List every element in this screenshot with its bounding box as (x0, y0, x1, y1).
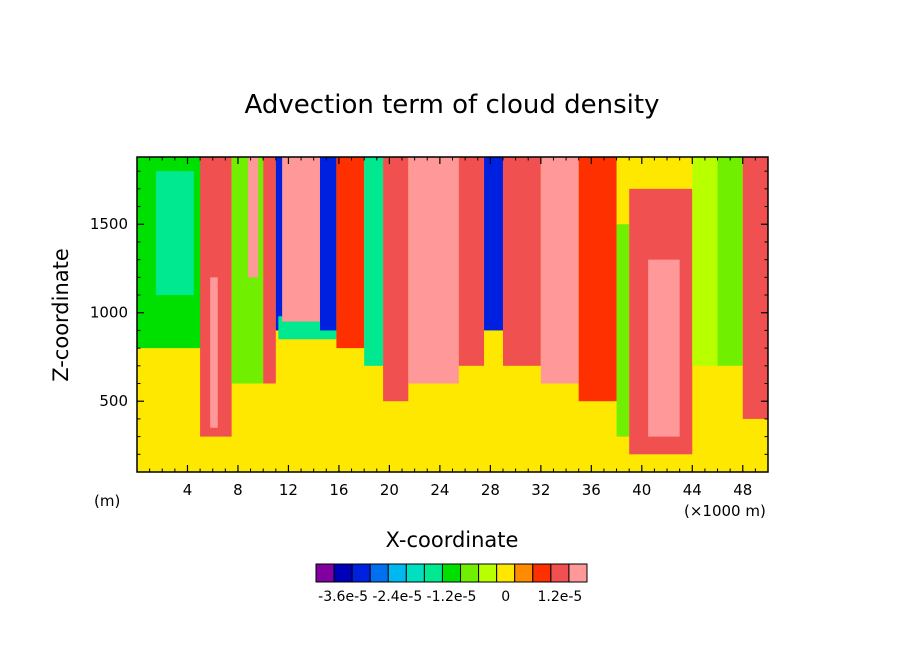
field-region-3 (155, 171, 194, 296)
field-region-27 (742, 157, 768, 419)
colorbar-swatch (550, 563, 570, 583)
colorbar-swatch (387, 563, 407, 583)
colorbar-swatch (441, 563, 462, 583)
field-region-17 (458, 157, 485, 366)
colorbar-swatch (532, 563, 552, 583)
colorbar-swatch (514, 563, 534, 583)
field-region-6 (231, 157, 264, 384)
y-axis-unit: (m) (94, 492, 120, 510)
colorbar-label: -1.2e-5 (427, 589, 477, 605)
field-region-15 (383, 157, 409, 402)
y-tick-label: 500 (99, 392, 128, 410)
colorbar-label: -3.6e-5 (318, 589, 368, 605)
colorbar-swatch (315, 563, 335, 583)
field-region-25 (692, 157, 718, 366)
y-axis: 500 1000 1500 (90, 170, 768, 455)
x-tick-label: 48 (733, 481, 752, 499)
field-region-5 (210, 277, 218, 428)
colorbar-label: 1.2e-5 (537, 589, 582, 605)
x-tick-label: 24 (430, 481, 449, 499)
field-region-24 (648, 259, 680, 437)
colorbar-swatch (333, 563, 353, 583)
y-tick-label: 1500 (90, 215, 128, 233)
field-region-22 (616, 224, 630, 437)
field-region-21 (578, 157, 617, 402)
field-region-20 (540, 157, 579, 384)
colorbar-swatch (423, 563, 443, 583)
x-tick-label: 36 (582, 481, 601, 499)
x-tick-label: 44 (683, 481, 702, 499)
x-axis: 4 8 12 16 20 24 28 32 36 40 44 48 (149, 157, 756, 499)
colorbar-swatch (460, 563, 480, 583)
field-region-8 (263, 157, 276, 384)
colorbar-label: 0 (501, 589, 510, 605)
colorbar-swatch (478, 563, 498, 583)
field-region-12 (319, 157, 337, 331)
field-region-13 (336, 157, 365, 349)
y-axis-label: Z-coordinate (49, 248, 73, 382)
x-tick-label: 20 (380, 481, 399, 499)
colorbar-swatch (351, 563, 371, 583)
x-tick-label: 12 (279, 481, 298, 499)
x-axis-unit: (×1000 m) (684, 502, 766, 520)
chart-title: Advection term of cloud density (245, 90, 660, 120)
heatmap-field (137, 157, 768, 472)
field-region-19 (502, 157, 541, 366)
y-tick-label: 1000 (90, 304, 128, 322)
field-region-14 (364, 157, 384, 366)
x-tick-label: 16 (329, 481, 348, 499)
colorbar-labels: -3.6e-5 -2.4e-5 -1.2e-5 0 1.2e-5 (318, 589, 582, 605)
x-tick-label: 4 (183, 481, 193, 499)
x-tick-label: 28 (481, 481, 500, 499)
field-region-26 (717, 157, 743, 366)
x-tick-label: 32 (531, 481, 550, 499)
x-tick-label: 40 (632, 481, 651, 499)
x-tick-label: 8 (233, 481, 243, 499)
colorbar-swatch (496, 563, 516, 583)
colorbar-swatch (568, 563, 588, 583)
field-region-18 (484, 157, 503, 331)
field-region-11 (282, 157, 327, 322)
x-axis-label: X-coordinate (386, 528, 519, 552)
colorbar (315, 563, 588, 583)
colorbar-label: -2.4e-5 (372, 589, 422, 605)
colorbar-swatch (405, 563, 425, 583)
colorbar-swatch (369, 563, 389, 583)
field-region-7 (248, 157, 259, 278)
field-region-16 (408, 157, 459, 384)
